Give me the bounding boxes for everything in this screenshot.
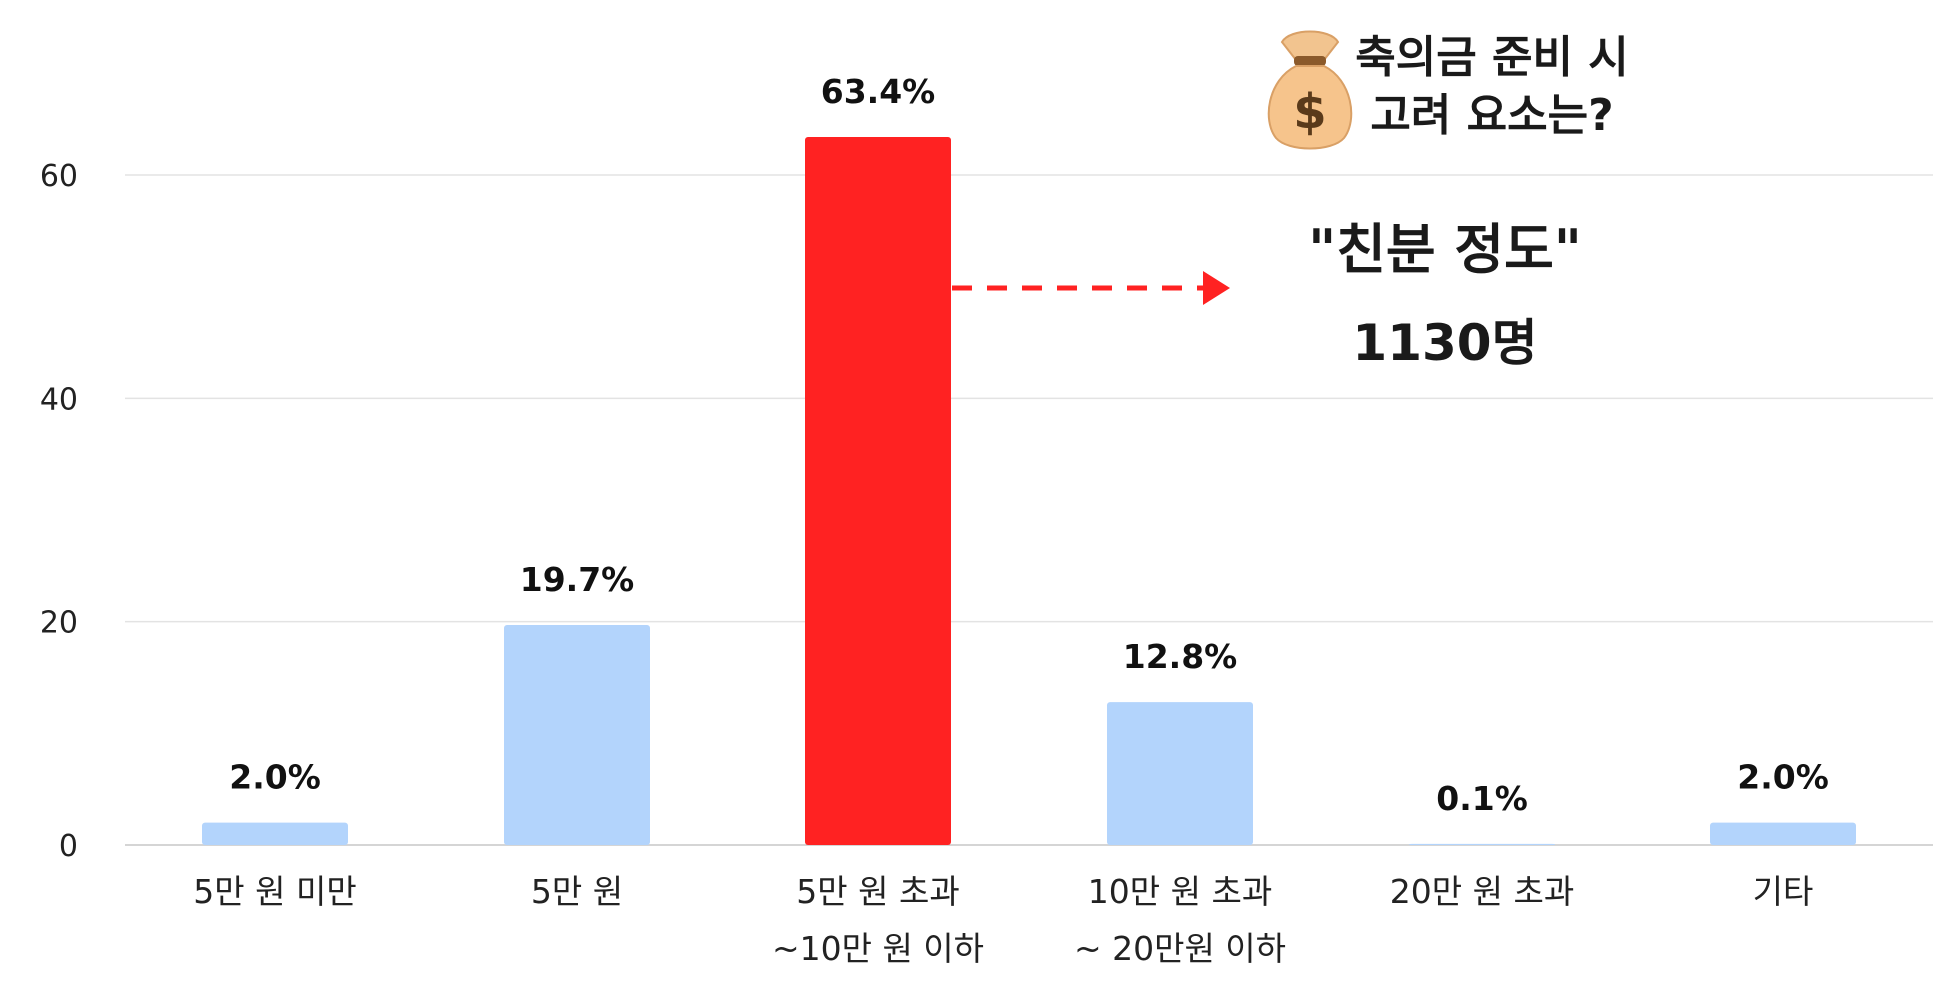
bar [1409,843,1555,845]
gridlines [125,174,1933,846]
y-tick-label: 40 [40,382,78,417]
annotation-arrow [952,271,1230,305]
bar [1107,702,1253,845]
bar [1710,822,1856,845]
y-tick-label: 0 [59,829,78,864]
x-tick-label: 기타 [1753,872,1814,911]
data-label: 2.0% [229,758,321,797]
annotation-headline: "친분 정도" [1308,218,1582,281]
y-axis: 0 20 40 60 [40,159,78,864]
bar [805,137,951,846]
chart-title-line-2: 고려 요소는? [1370,90,1613,141]
svg-text:$: $ [1293,84,1326,140]
money-bag-icon: $ [1267,30,1353,150]
bars [202,137,1856,846]
data-label: 12.8% [1123,637,1238,676]
x-tick-label: 5만 원 초과 [796,872,959,911]
data-label: 2.0% [1737,758,1829,797]
x-tick-label: ~ 20만원 이하 [1074,929,1286,968]
y-tick-label: 60 [40,159,78,194]
data-labels: 2.0% 19.7% 63.4% 12.8% 0.1% 2.0% [229,72,1829,818]
bar [202,822,348,845]
x-tick-label: 5만 원 [531,872,623,911]
x-axis: 5만 원 미만 5만 원 5만 원 초과 ~10만 원 이하 10만 원 초과 ~ 20만… [193,872,1813,968]
annotation-count: 1130명 [1352,314,1537,372]
x-tick-label: 10만 원 초과 [1088,872,1272,911]
y-tick-label: 20 [40,606,78,641]
bar [504,625,650,845]
x-tick-label: ~10만 원 이하 [772,929,984,968]
arrow-head-icon [1203,271,1230,305]
data-label: 19.7% [520,560,635,599]
data-label: 63.4% [821,72,936,111]
x-tick-label: 20만 원 초과 [1390,872,1574,911]
chart-title-line-1: 축의금 준비 시 [1355,32,1629,83]
data-label: 0.1% [1436,779,1528,818]
x-tick-label: 5만 원 미만 [193,872,356,911]
